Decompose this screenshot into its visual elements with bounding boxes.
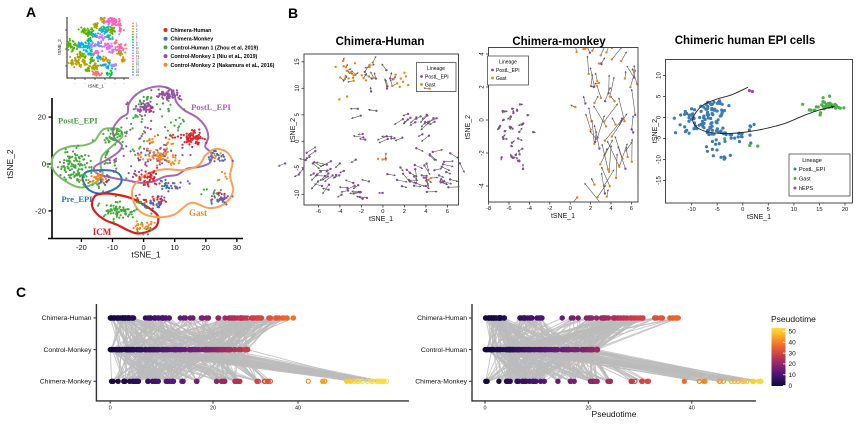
svg-text:tSNE_1: tSNE_1: [369, 216, 393, 223]
svg-text:10: 10: [295, 84, 301, 91]
svg-text:10: 10: [789, 372, 797, 379]
svg-text:Chimera-Monkey: Chimera-Monkey: [40, 379, 92, 386]
svg-text:Control-Human 1 (Zhou et al,: Control-Human 1 (Zhou et al, 2019): [171, 45, 259, 51]
svg-text:20: 20: [210, 406, 216, 412]
svg-text:0: 0: [381, 209, 384, 215]
svg-text:B: B: [288, 5, 298, 21]
svg-text:20: 20: [789, 361, 797, 368]
svg-text:Pseudotime: Pseudotime: [592, 409, 637, 419]
svg-text:tSNE_2: tSNE_2: [57, 39, 62, 55]
svg-text:40: 40: [789, 339, 797, 346]
svg-text:20: 20: [38, 113, 46, 122]
svg-text:Chimera-Human: Chimera-Human: [171, 28, 212, 34]
svg-text:6: 6: [630, 206, 633, 212]
svg-text:0: 0: [42, 160, 46, 169]
svg-text:10: 10: [791, 207, 797, 213]
svg-text:Gast: Gast: [496, 76, 507, 82]
svg-text:30: 30: [789, 350, 797, 357]
svg-text:0: 0: [741, 207, 744, 213]
svg-text:-6: -6: [316, 209, 321, 215]
svg-text:Chimera-monkey: Chimera-monkey: [512, 36, 606, 48]
svg-text:Lineage: Lineage: [802, 158, 822, 164]
svg-text:PostL_EPI: PostL_EPI: [496, 68, 520, 74]
svg-text:20: 20: [202, 243, 210, 252]
svg-text:Gast: Gast: [799, 177, 811, 183]
svg-text:-8: -8: [486, 206, 491, 212]
svg-text:-10: -10: [107, 243, 118, 252]
svg-text:0: 0: [483, 406, 486, 412]
svg-text:PostE_EPI: PostE_EPI: [58, 116, 98, 126]
svg-text:Chimeric human EPI cells: Chimeric human EPI cells: [675, 35, 816, 47]
svg-text:Chimera-Human: Chimera-Human: [42, 315, 92, 322]
svg-text:-10: -10: [688, 207, 696, 213]
svg-text:40: 40: [689, 406, 695, 412]
svg-text:Chimera-Monkey: Chimera-Monkey: [415, 379, 467, 386]
svg-text:tSNE_1: tSNE_1: [131, 250, 161, 260]
svg-text:tSNE_1: tSNE_1: [551, 213, 575, 220]
svg-text:10: 10: [657, 72, 663, 79]
svg-text:tSNE_2: tSNE_2: [290, 118, 297, 142]
svg-text:-2: -2: [480, 150, 486, 156]
svg-text:tSNE_2: tSNE_2: [465, 115, 472, 139]
svg-text:PostL_EPI: PostL_EPI: [191, 102, 231, 112]
svg-text:Control-Human: Control-Human: [421, 347, 467, 354]
svg-text:0: 0: [569, 206, 572, 212]
svg-text:Control-Monkey 2 (Nakamura et: Control-Monkey 2 (Nakamura et aL, 2016): [171, 63, 275, 69]
svg-text:-20: -20: [35, 206, 46, 215]
svg-text:tSNE_2: tSNE_2: [652, 119, 659, 143]
svg-text:0: 0: [109, 406, 112, 412]
svg-text:20: 20: [842, 207, 848, 213]
svg-text:15: 15: [816, 207, 822, 213]
svg-text:40: 40: [295, 406, 301, 412]
svg-text:-5: -5: [295, 164, 301, 170]
svg-text:PostL_EPI: PostL_EPI: [425, 75, 449, 81]
svg-text:-15: -15: [657, 176, 663, 185]
svg-text:-2: -2: [359, 209, 364, 215]
svg-text:20: 20: [585, 406, 591, 412]
svg-text:Gast: Gast: [189, 208, 207, 218]
svg-text:30: 30: [233, 243, 241, 252]
svg-text:A: A: [26, 4, 36, 20]
svg-text:Chimera-Monkey: Chimera-Monkey: [171, 37, 214, 43]
svg-text:-4: -4: [480, 183, 486, 189]
svg-text:Lineage: Lineage: [499, 60, 517, 66]
svg-text:6: 6: [446, 209, 449, 215]
svg-text:0: 0: [789, 383, 793, 390]
svg-text:-4: -4: [337, 209, 343, 215]
svg-text:PostL_EPI: PostL_EPI: [799, 167, 825, 173]
svg-text:5: 5: [767, 207, 770, 213]
svg-text:ICM: ICM: [93, 227, 112, 237]
svg-text:-4: -4: [527, 206, 533, 212]
svg-text:-6: -6: [506, 206, 511, 212]
svg-text:Chimera-Human: Chimera-Human: [336, 36, 425, 48]
svg-text:tSNE_1: tSNE_1: [88, 84, 104, 89]
svg-text:-10: -10: [657, 155, 663, 164]
svg-text:2: 2: [403, 209, 406, 215]
svg-text:tSNE_2: tSNE_2: [5, 149, 15, 179]
svg-text:15: 15: [295, 58, 301, 65]
svg-text:hEPS: hEPS: [799, 186, 813, 192]
svg-text:Lineage: Lineage: [427, 66, 445, 72]
svg-text:Control-Monkey: Control-Monkey: [44, 347, 93, 354]
svg-text:-5: -5: [715, 207, 720, 213]
svg-text:Control-Monkey 1 (Niu et aL, 2: Control-Monkey 1 (Niu et aL, 2019): [171, 54, 258, 60]
svg-text:Pseudotime: Pseudotime: [771, 314, 816, 324]
svg-text:-10: -10: [295, 189, 301, 198]
svg-text:-2: -2: [547, 206, 552, 212]
svg-text:-20: -20: [76, 243, 87, 252]
svg-text:C: C: [16, 284, 26, 300]
svg-text:Pre_EPI: Pre_EPI: [61, 194, 93, 204]
svg-text:50: 50: [789, 329, 797, 336]
svg-text:Gast: Gast: [425, 83, 436, 89]
svg-text:2: 2: [589, 206, 592, 212]
svg-text:tSNE_1: tSNE_1: [747, 214, 771, 221]
svg-text:10: 10: [171, 243, 179, 252]
svg-text:Chimera-Human: Chimera-Human: [417, 315, 467, 322]
